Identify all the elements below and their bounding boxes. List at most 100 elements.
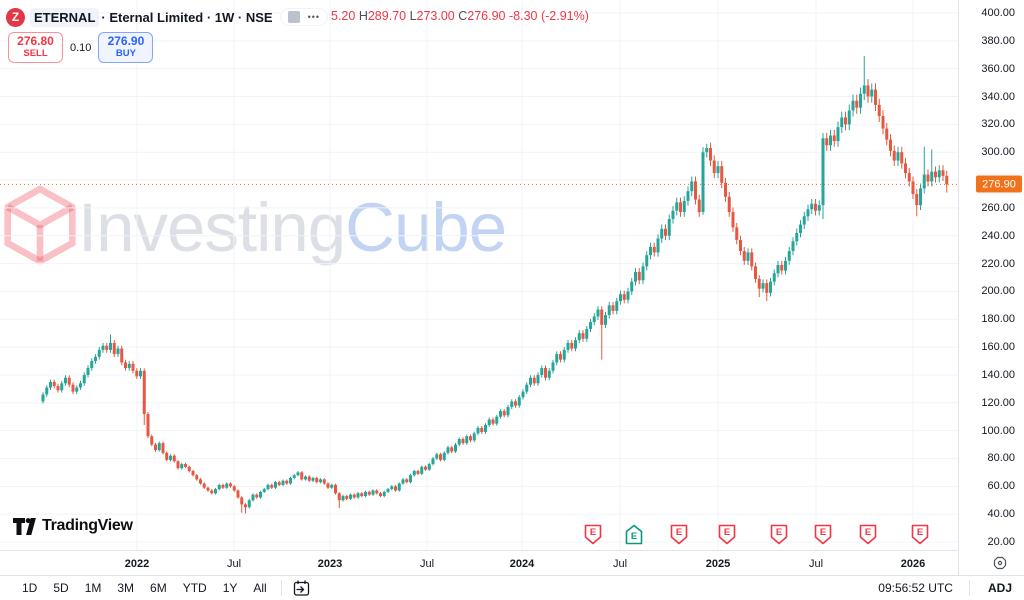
axis-settings-gear-icon[interactable] <box>990 553 1010 573</box>
candle-body <box>555 354 559 363</box>
candle-body <box>217 484 221 490</box>
range-button-1y[interactable]: 1Y <box>222 581 238 595</box>
range-button-1m[interactable]: 1M <box>84 581 102 595</box>
candle-body <box>716 166 720 174</box>
candle-body <box>806 209 810 217</box>
svg-text:E: E <box>776 527 782 538</box>
candle-body <box>727 196 731 213</box>
time-tick-label: Jul <box>419 557 435 570</box>
more-options-icon[interactable]: ••• <box>307 11 321 22</box>
flag-icon[interactable] <box>287 11 300 23</box>
earnings-marker-icon[interactable]: E <box>584 524 602 545</box>
symbol-header: Z ETERNAL · Eternal Limited · 1W · NSE •… <box>6 6 328 28</box>
candle-body <box>697 199 701 213</box>
candle-body <box>371 490 375 495</box>
candle-body <box>787 251 791 261</box>
candle-body <box>112 342 116 355</box>
candle-body <box>596 309 600 317</box>
symbol-description[interactable]: · Eternal Limited · 1W · NSE <box>101 9 273 25</box>
range-button-6m[interactable]: 6M <box>150 581 167 595</box>
sell-button[interactable]: 276.80 SELL <box>8 32 63 63</box>
candle-body <box>79 383 82 388</box>
candle-body <box>870 89 874 97</box>
earnings-marker-icon[interactable]: E <box>670 524 688 545</box>
candle-body <box>619 294 622 302</box>
earnings-marker-icon[interactable]: E <box>859 524 877 545</box>
candle-body <box>765 283 769 293</box>
candle-body <box>270 484 274 488</box>
candle-body <box>664 228 667 236</box>
candle-body <box>799 224 802 233</box>
candle-body <box>405 479 409 483</box>
candle-body <box>517 397 521 406</box>
candle-body <box>502 411 506 416</box>
candle-body <box>491 419 495 424</box>
candle-body <box>915 193 919 206</box>
symbol-logo-icon[interactable]: Z <box>6 7 25 27</box>
candle-body <box>750 252 754 267</box>
svg-text:E: E <box>820 527 826 538</box>
tradingview-logo[interactable]: TradingView <box>13 517 133 535</box>
candle-body <box>551 362 555 371</box>
range-button-3m[interactable]: 3M <box>117 581 135 595</box>
candle-body <box>307 476 311 481</box>
candle-body <box>461 438 465 444</box>
earnings-marker-icon[interactable]: E <box>911 524 929 545</box>
earnings-marker-icon[interactable]: E <box>770 524 788 545</box>
candle-body <box>574 340 577 349</box>
buy-button[interactable]: 276.90 BUY <box>98 32 154 63</box>
range-button-1d[interactable]: 1D <box>22 581 38 595</box>
symbol-name[interactable]: ETERNAL <box>30 7 100 27</box>
time-tick-label: Jul <box>808 557 824 570</box>
range-button-5d[interactable]: 5D <box>53 581 69 595</box>
candle-body <box>124 362 127 368</box>
clock-utc[interactable]: 09:56:52 UTC <box>878 581 953 595</box>
earnings-marker-icon[interactable]: E <box>814 524 832 545</box>
candle-body <box>686 191 690 201</box>
candle-body <box>742 251 746 261</box>
candle-body <box>622 294 626 300</box>
price-tick-label: 340.00 <box>981 90 1015 103</box>
range-button-all[interactable]: All <box>253 581 267 595</box>
candle-body <box>881 116 885 129</box>
candle-body <box>814 203 817 211</box>
candle-body <box>356 493 360 498</box>
svg-text:E: E <box>590 527 596 538</box>
candle-body <box>439 454 442 460</box>
candle-body <box>705 148 709 153</box>
price-tick-label: 380.00 <box>981 34 1015 47</box>
toolbar-divider <box>280 580 282 596</box>
candle-body <box>795 232 799 242</box>
candle-body <box>409 475 412 483</box>
candle-body <box>847 110 851 125</box>
ohlc-readout: 5.20 H289.70 L273.00 C276.90 -8.30 (-2.9… <box>331 9 589 23</box>
candle-body <box>176 461 180 469</box>
candle-body <box>450 447 454 452</box>
range-button-ytd[interactable]: YTD <box>182 581 207 595</box>
candle-body <box>394 486 397 491</box>
candle-body <box>529 377 532 385</box>
go-to-date-button[interactable] <box>292 579 311 598</box>
candle-body <box>109 342 112 350</box>
time-axis[interactable]: 2022 Jul 2023 Jul 2024 Jul 2025 Jul 2026 <box>0 550 958 576</box>
symbol-tools-pill: ••• <box>280 9 328 25</box>
candle-body <box>656 238 660 253</box>
candle-body <box>525 384 529 392</box>
candle-body <box>709 148 712 161</box>
candle-body <box>544 367 547 378</box>
candle-body <box>652 246 656 253</box>
candle-body <box>457 438 461 445</box>
candle-body <box>514 401 517 406</box>
candle-body <box>776 264 780 274</box>
earnings-marker-icon[interactable]: E <box>625 524 643 545</box>
date-range-switcher: 1D 5D 1M 3M 6M YTD 1Y All <box>14 581 275 595</box>
candle-body <box>720 166 724 183</box>
candle-body <box>390 486 394 490</box>
candle-body <box>244 504 247 508</box>
adjust-data-toggle[interactable]: ADJ <box>987 581 1012 595</box>
price-axis[interactable]: 276.90 400.00 380.00 360.00 340.00 320.00 300… <box>958 0 1024 575</box>
candle-body <box>262 489 266 492</box>
earnings-marker-icon[interactable]: E <box>718 524 736 545</box>
